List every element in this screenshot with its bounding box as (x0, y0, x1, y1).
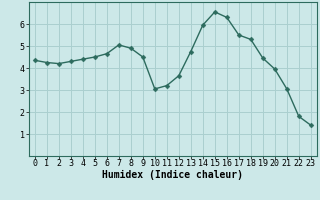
X-axis label: Humidex (Indice chaleur): Humidex (Indice chaleur) (102, 170, 243, 180)
